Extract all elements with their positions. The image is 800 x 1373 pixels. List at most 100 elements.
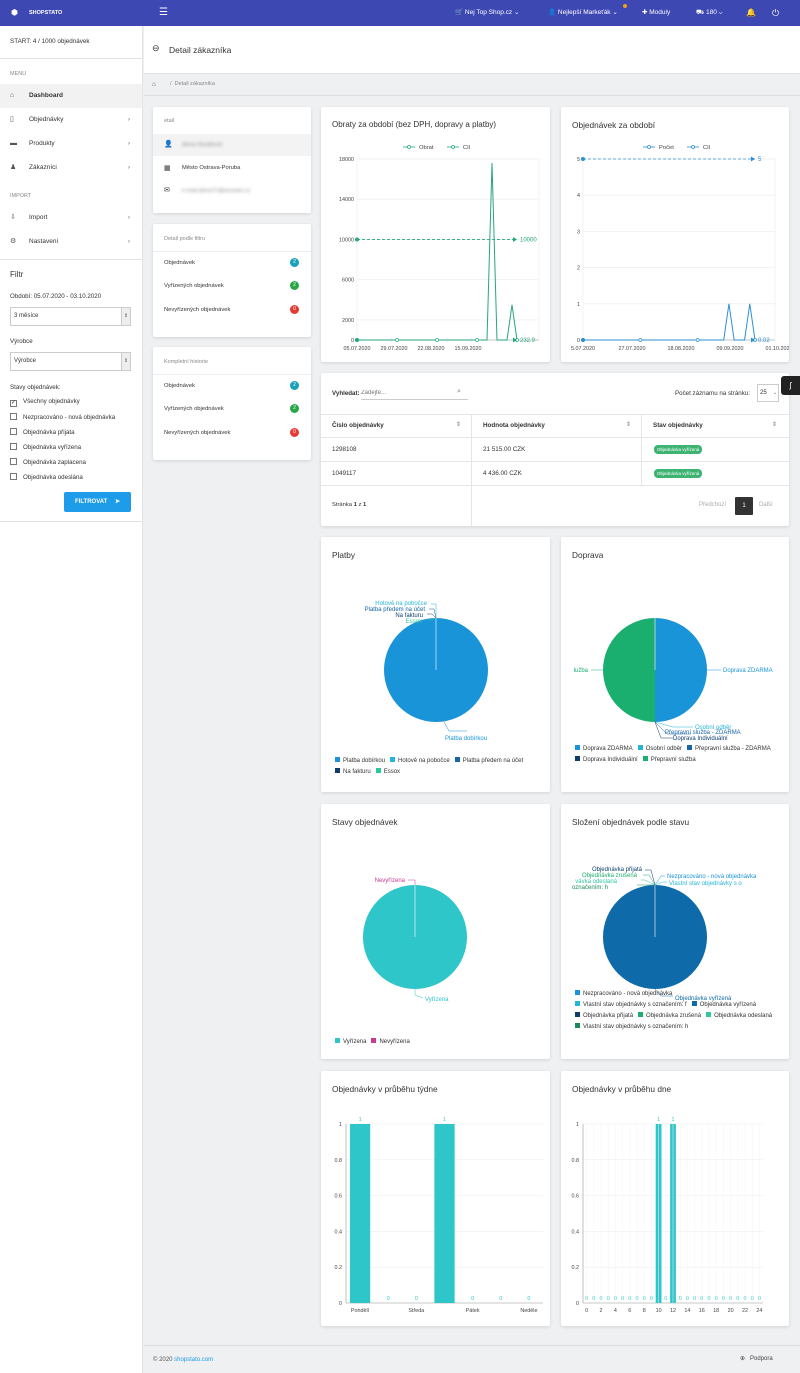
callout-line (427, 613, 437, 619)
legend-item[interactable]: Přepravní služba - ZDARMA (687, 745, 771, 752)
stat-label: Nevyřízených objednávek (164, 307, 231, 313)
pager-next[interactable]: Další (759, 502, 773, 508)
power-icon[interactable]: ⏻ (772, 8, 780, 18)
x-tick-label: Pondělí (351, 1308, 370, 1314)
series-start-point (355, 338, 359, 342)
checkbox-label: Nezpracováno - nová objednávka (23, 414, 116, 421)
table-cell-order-number[interactable]: 1298108 (332, 446, 357, 453)
gear-icon: ⚙ (10, 238, 17, 245)
checkbox[interactable] (10, 458, 17, 465)
data-point (475, 338, 479, 342)
pager-page-1[interactable]: 1 (735, 497, 753, 515)
user-menu[interactable]: 👤 Nejlepší Markeťák ⌄ (548, 0, 618, 26)
legend-item[interactable]: Vlastní stav objednávky s označením: f (575, 1001, 687, 1008)
breadcrumb-home-icon[interactable]: ⌂ (152, 81, 156, 88)
x-tick-label: 18.08.2020 (668, 346, 695, 352)
checkbox[interactable] (10, 413, 17, 420)
checkbox[interactable] (10, 428, 17, 435)
support-link[interactable]: ⊕ Podpora (740, 1355, 773, 1362)
legend-swatch (687, 745, 693, 750)
sort-icon[interactable]: ⇕ (626, 422, 632, 428)
legend-item[interactable]: Doprava Individuální (575, 756, 638, 763)
sidebar-item-customers[interactable]: ♟ Zákazníci › (0, 156, 142, 180)
symfony-toolbar-icon[interactable]: ʃ (781, 376, 800, 395)
checkbox-label: Objednávka přijata (23, 429, 75, 436)
callout-line (414, 989, 424, 999)
legend-label: Objednávka zrušená (646, 1013, 702, 1019)
legend-item[interactable]: Přepravní služba (642, 756, 696, 763)
vendor-label: Výrobce (10, 338, 33, 345)
bell-icon[interactable]: 🔔 (746, 8, 756, 17)
checkbox-label: Objednávka odeslána (23, 474, 83, 481)
legend-item[interactable]: Osobní odběr (637, 745, 682, 752)
filter-button[interactable]: FILTROVAT ➤ (64, 492, 131, 512)
sidebar-item-orders[interactable]: ▯ Objednávky › (0, 108, 142, 132)
legend-item[interactable]: Hotově na pobočce (390, 757, 450, 764)
filter-detail-card: Detail podle filtru Objednávek 2 Vyřízen… (153, 224, 311, 337)
search-icon[interactable]: ⌕ (457, 388, 461, 395)
sort-icon[interactable]: ⇕ (456, 422, 462, 428)
x-tick-label: 5.07.2020 (571, 346, 595, 352)
legend-item[interactable]: Na fakturu (335, 768, 371, 775)
state-checkbox[interactable]: Nezpracováno - nová objednávka (10, 413, 115, 421)
legend-item[interactable]: Essox (375, 768, 400, 775)
divider (321, 437, 789, 438)
x-tick-label: 16 (699, 1308, 705, 1314)
vendor-select[interactable]: Výrobce ⇕ (10, 352, 131, 371)
legend-item[interactable]: Nezpracováno - nová objednávka (575, 990, 672, 997)
period-select[interactable]: 3 měsíce ⇕ (10, 307, 131, 326)
plot-area (356, 158, 540, 341)
callout-line (643, 874, 656, 886)
state-checkbox[interactable]: Objednávka odeslána (10, 473, 83, 481)
divider (153, 374, 311, 375)
target-end-arrow (513, 236, 517, 242)
checkbox[interactable] (10, 443, 17, 450)
state-checkbox[interactable]: Objednávka vyřízena (10, 443, 81, 451)
legend-item[interactable]: Platba dobírkou (335, 757, 385, 764)
modules-menu[interactable]: ✚ Moduly (642, 0, 670, 26)
shop-selector[interactable]: 🛒 Nej Top Shop.cz ⌄ (455, 0, 519, 26)
legend-item[interactable]: Nevyřízena (371, 1038, 410, 1045)
footer-link[interactable]: shopstato.com (174, 1357, 214, 1363)
brand-name[interactable]: SHOPSTATO (29, 10, 63, 16)
chart-title: Objednávky v průběhu týdne (332, 1084, 438, 1094)
legend-item[interactable]: Objednávka zrušená (638, 1012, 701, 1019)
callout-label: Doprava Individuální (673, 736, 728, 742)
credits-menu[interactable]: ⛟ 180 ⌄ (696, 0, 723, 26)
divider (153, 251, 311, 252)
legend-item[interactable]: Platba předem na účet (454, 757, 523, 764)
legend-item[interactable]: Vyřízena (335, 1038, 366, 1045)
checkbox[interactable]: ✓ (10, 400, 17, 407)
state-checkbox[interactable]: Objednávka přijata (10, 428, 75, 436)
legend-item[interactable]: Doprava ZDARMA (575, 745, 633, 752)
search-input[interactable] (361, 387, 468, 400)
table-cell-order-number[interactable]: 1049117 (332, 470, 357, 477)
sidebar-item-products[interactable]: ▬ Produkty › (0, 132, 142, 156)
sidebar-item-dashboard[interactable]: ⌂ Dashboard (0, 84, 142, 108)
legend-item[interactable]: Objednávka odeslaná (706, 1012, 772, 1019)
column-header-order-number[interactable]: Číslo objednávky (332, 422, 384, 429)
state-checkbox[interactable]: Objednávka zaplacena (10, 458, 86, 466)
sidebar-item-import[interactable]: ⇩ Import › (0, 206, 142, 230)
column-header-order-value[interactable]: Hodnota objednávky (483, 422, 545, 429)
back-arrow-icon[interactable]: ⊖ (152, 43, 160, 53)
hamburger-menu-icon[interactable]: ☰ (159, 7, 168, 18)
state-checkbox[interactable]: ✓ Všechny objednávky (10, 398, 80, 407)
legend-item[interactable]: Objednávka přijatá (575, 1012, 633, 1019)
select-arrow-icon: ⌄ (772, 390, 777, 396)
breadcrumb-current: Detail zákazníka (174, 81, 215, 87)
y-tick-label: 5 (577, 157, 580, 163)
legend-item[interactable]: Objednávka vyřízená (691, 1001, 756, 1008)
divider (144, 1345, 800, 1346)
checkbox[interactable] (10, 473, 17, 480)
chevron-right-icon: › (127, 140, 130, 147)
legend-swatch (390, 757, 396, 762)
pager-prev[interactable]: Předchozí (699, 502, 727, 508)
x-tick-label: 22.08.2020 (418, 346, 445, 352)
legend-item[interactable]: Vlastní stav objednávky s označením: h (575, 1023, 688, 1030)
column-header-order-state[interactable]: Stav objednávky (653, 422, 703, 429)
sort-icon[interactable]: ⇕ (772, 422, 778, 428)
sidebar-item-settings[interactable]: ⚙ Nastavení › (0, 230, 142, 254)
x-tick-label: 18 (713, 1308, 719, 1314)
page-size-select[interactable]: 25 ⌄ (757, 384, 779, 402)
